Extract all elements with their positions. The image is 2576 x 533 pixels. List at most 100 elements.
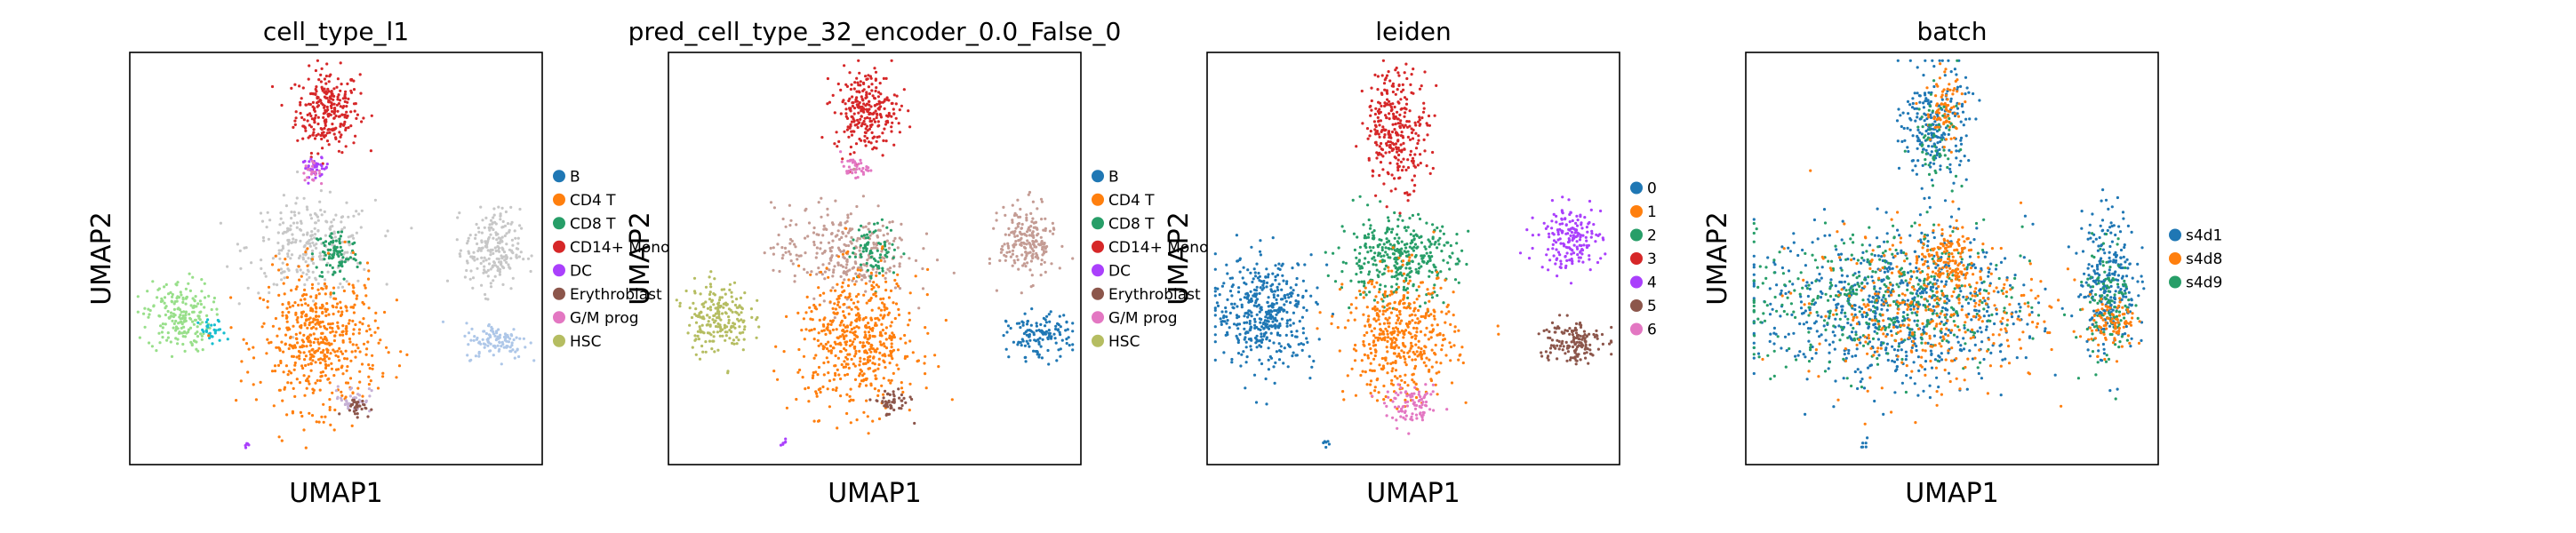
data-point — [1381, 59, 1385, 62]
data-point — [860, 255, 863, 259]
data-point — [267, 285, 271, 289]
data-point — [1358, 195, 1362, 198]
data-point — [370, 389, 373, 393]
data-point — [854, 334, 858, 338]
data-point — [717, 298, 722, 302]
data-point — [740, 311, 743, 314]
data-point — [1260, 325, 1264, 329]
data-point — [851, 95, 854, 99]
data-point — [166, 331, 170, 335]
legend-label: CD4 T — [570, 192, 616, 210]
data-point — [316, 168, 319, 171]
data-point — [1255, 262, 1259, 266]
data-point — [293, 119, 297, 123]
data-point — [1396, 150, 1399, 154]
data-point — [309, 114, 313, 118]
data-point — [294, 238, 298, 242]
data-point — [328, 242, 332, 245]
data-point — [1381, 305, 1385, 308]
data-point — [267, 237, 270, 241]
data-point — [1420, 281, 1423, 284]
data-point — [292, 346, 295, 350]
data-point — [298, 357, 301, 361]
data-point — [1436, 270, 1439, 274]
data-point — [788, 224, 792, 227]
data-point — [1359, 292, 1363, 297]
data-point — [324, 314, 328, 317]
data-point — [321, 162, 324, 165]
data-point — [884, 139, 888, 143]
data-point — [1414, 267, 1418, 271]
data-point — [872, 117, 876, 121]
data-point — [284, 258, 287, 261]
data-point — [706, 314, 709, 317]
data-point — [331, 129, 334, 132]
data-point — [842, 323, 845, 327]
data-point — [477, 352, 481, 355]
data-point — [370, 408, 373, 411]
data-point — [308, 123, 311, 127]
data-point — [874, 70, 878, 74]
data-point — [1380, 147, 1383, 151]
data-point — [826, 207, 829, 211]
data-point — [844, 273, 849, 276]
data-point — [740, 306, 744, 311]
data-point — [332, 132, 336, 136]
data-point — [869, 318, 874, 322]
data-point — [489, 267, 492, 271]
data-point — [891, 336, 894, 339]
data-point — [1428, 123, 1431, 127]
data-point — [304, 260, 308, 264]
data-point — [1013, 229, 1017, 234]
data-point — [1248, 309, 1252, 313]
data-point — [868, 398, 872, 402]
data-point — [1337, 246, 1340, 250]
data-point — [823, 277, 827, 281]
data-point — [287, 301, 291, 305]
data-point — [1368, 325, 1372, 329]
data-point — [1002, 205, 1005, 209]
data-point — [518, 224, 522, 227]
data-point — [850, 298, 853, 301]
data-point — [379, 338, 382, 342]
data-point — [1388, 316, 1391, 320]
data-point — [1071, 257, 1075, 260]
data-point — [1411, 378, 1414, 382]
data-point — [323, 282, 326, 286]
data-point — [358, 73, 362, 76]
data-point — [1396, 139, 1400, 143]
data-point — [293, 83, 297, 86]
data-point — [858, 314, 861, 317]
data-point — [914, 259, 918, 262]
data-point — [187, 330, 190, 334]
data-point — [1285, 319, 1290, 322]
data-point — [837, 139, 841, 143]
data-point — [350, 424, 354, 427]
data-point — [847, 366, 851, 370]
data-point — [207, 334, 211, 338]
data-point — [205, 314, 209, 317]
data-point — [1037, 329, 1041, 332]
data-point — [853, 163, 857, 167]
data-point — [1032, 333, 1036, 337]
data-point — [317, 346, 321, 350]
data-point — [311, 241, 315, 244]
data-point — [210, 323, 213, 327]
data-point — [302, 333, 306, 337]
data-point — [812, 327, 816, 331]
data-point — [1060, 338, 1064, 342]
data-point — [226, 338, 229, 341]
data-point — [188, 289, 192, 292]
data-point — [308, 134, 312, 138]
data-point — [1368, 270, 1372, 274]
data-point — [1404, 123, 1407, 127]
data-point — [327, 90, 331, 93]
data-point — [1246, 315, 1250, 319]
data-point — [337, 93, 340, 97]
data-point — [836, 368, 839, 371]
data-point — [1244, 340, 1248, 344]
data-point — [824, 342, 828, 346]
data-point — [835, 131, 838, 134]
data-point — [312, 128, 316, 131]
data-point — [341, 372, 345, 376]
